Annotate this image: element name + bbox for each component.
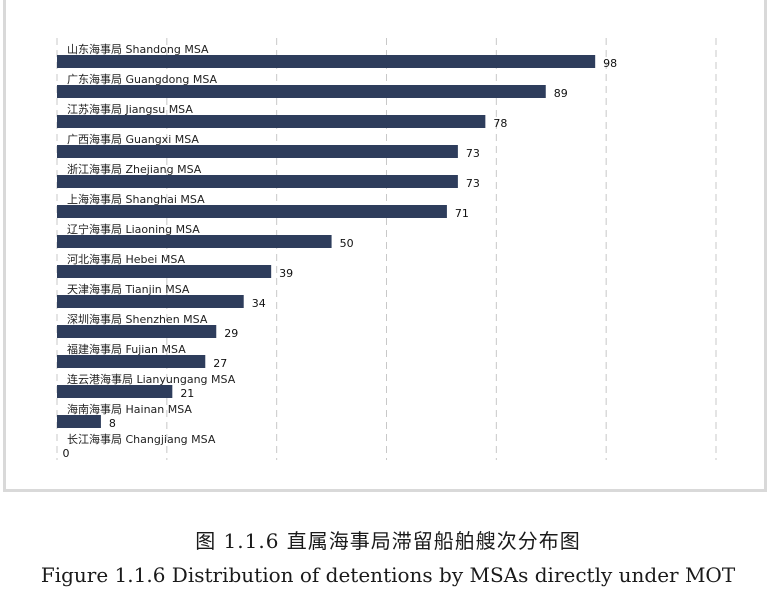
category-label: 江苏海事局 Jiangsu MSA bbox=[67, 102, 193, 116]
category-label: 浙江海事局 Zhejiang MSA bbox=[67, 162, 202, 176]
value-label: 78 bbox=[493, 117, 507, 130]
category-label: 长江海事局 Changjiang MSA bbox=[67, 432, 216, 446]
category-label: 天津海事局 Tianjin MSA bbox=[67, 282, 190, 296]
bar bbox=[57, 265, 272, 278]
bar bbox=[57, 145, 458, 158]
category-label: 广东海事局 Guangdong MSA bbox=[67, 72, 218, 86]
value-label: 73 bbox=[466, 147, 480, 160]
bar bbox=[57, 415, 101, 428]
figure-caption-chinese: 图 1.1.6 直属海事局滞留船舶艘次分布图 bbox=[195, 529, 581, 553]
bar bbox=[57, 385, 173, 398]
bar bbox=[57, 295, 244, 308]
value-label: 71 bbox=[455, 207, 469, 220]
bar-chart: 山东海事局 Shandong MSA 98 广东海事局 Guangdong MSA 8… bbox=[56, 38, 717, 460]
value-label: 98 bbox=[603, 57, 617, 70]
bar bbox=[57, 175, 458, 188]
bar bbox=[57, 355, 206, 368]
category-label: 海南海事局 Hainan MSA bbox=[67, 402, 192, 416]
value-label: 27 bbox=[213, 357, 227, 370]
value-label: 0 bbox=[63, 447, 70, 460]
bar bbox=[57, 85, 546, 98]
value-label: 34 bbox=[252, 297, 266, 310]
category-label: 深圳海事局 Shenzhen MSA bbox=[67, 312, 208, 326]
bar bbox=[57, 235, 332, 248]
bar bbox=[57, 325, 217, 338]
category-label: 广西海事局 Guangxi MSA bbox=[67, 132, 199, 146]
category-label: 河北海事局 Hebei MSA bbox=[67, 252, 186, 266]
category-label: 连云港海事局 Lianyungang MSA bbox=[67, 372, 236, 386]
category-label: 上海海事局 Shanghai MSA bbox=[67, 192, 205, 206]
category-label: 福建海事局 Fujian MSA bbox=[67, 342, 186, 356]
bar bbox=[57, 205, 447, 218]
bar bbox=[57, 115, 486, 128]
value-label: 21 bbox=[180, 387, 194, 400]
value-label: 89 bbox=[554, 87, 568, 100]
bars: 山东海事局 Shandong MSA 98 广东海事局 Guangdong MSA 8… bbox=[57, 42, 617, 460]
figure-caption-english: Figure 1.1.6 Distribution of detentions … bbox=[40, 563, 736, 587]
value-label: 73 bbox=[466, 177, 480, 190]
value-label: 39 bbox=[279, 267, 293, 280]
category-label: 辽宁海事局 Liaoning MSA bbox=[67, 222, 200, 236]
value-label: 50 bbox=[340, 237, 354, 250]
value-label: 29 bbox=[224, 327, 238, 340]
category-label: 山东海事局 Shandong MSA bbox=[67, 42, 209, 56]
value-label: 8 bbox=[109, 417, 116, 430]
bar bbox=[57, 55, 596, 68]
